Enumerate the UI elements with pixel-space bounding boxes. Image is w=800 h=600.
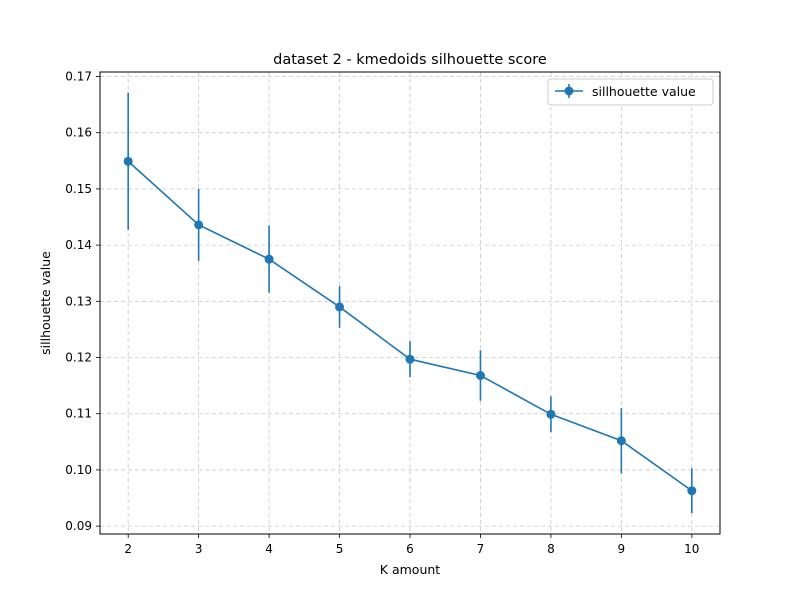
legend-label: sillhouette value [592,84,696,99]
x-tick-label: 9 [618,542,626,556]
y-tick-label: 0.11 [65,407,92,421]
data-layer [123,92,697,514]
x-tick-label: 3 [195,542,203,556]
x-tick-label: 2 [124,542,132,556]
data-point [335,302,345,312]
x-tick-label: 6 [406,542,414,556]
y-tick-label: 0.16 [65,126,92,140]
legend-box [547,78,714,106]
legend-marker-swatch [564,86,574,96]
data-point [264,254,274,264]
x-tick-label: 7 [477,542,485,556]
x-tick-label: 10 [684,542,699,556]
y-tick-label: 0.09 [65,519,92,533]
y-tick-label: 0.17 [65,69,92,83]
y-tick-label: 0.14 [65,238,92,252]
data-point [546,409,556,419]
data-point [405,354,415,364]
y-axis-label: sillhouette value [38,251,53,355]
y-tick-label: 0.13 [65,294,92,308]
ticks-layer: 2 3 4 5 6 7 8 9 10 0.09 0.10 0.11 0.12 0.13 0.14 0.15 0.… [65,69,699,556]
y-tick-label: 0.10 [65,463,92,477]
data-point [616,436,626,446]
x-tick-label: 4 [265,542,273,556]
y-tick-label: 0.12 [65,351,92,365]
data-point [194,220,204,230]
grid-layer [100,72,720,534]
x-tick-label: 8 [547,542,555,556]
data-point [687,486,697,496]
y-tick-label: 0.15 [65,182,92,196]
chart-title: dataset 2 - kmedoids silhouette score [273,52,547,68]
data-point [475,371,485,381]
x-tick-label: 5 [336,542,344,556]
data-point [123,156,133,166]
x-axis-label: K amount [380,562,440,577]
legend: sillhouette value [547,78,714,106]
